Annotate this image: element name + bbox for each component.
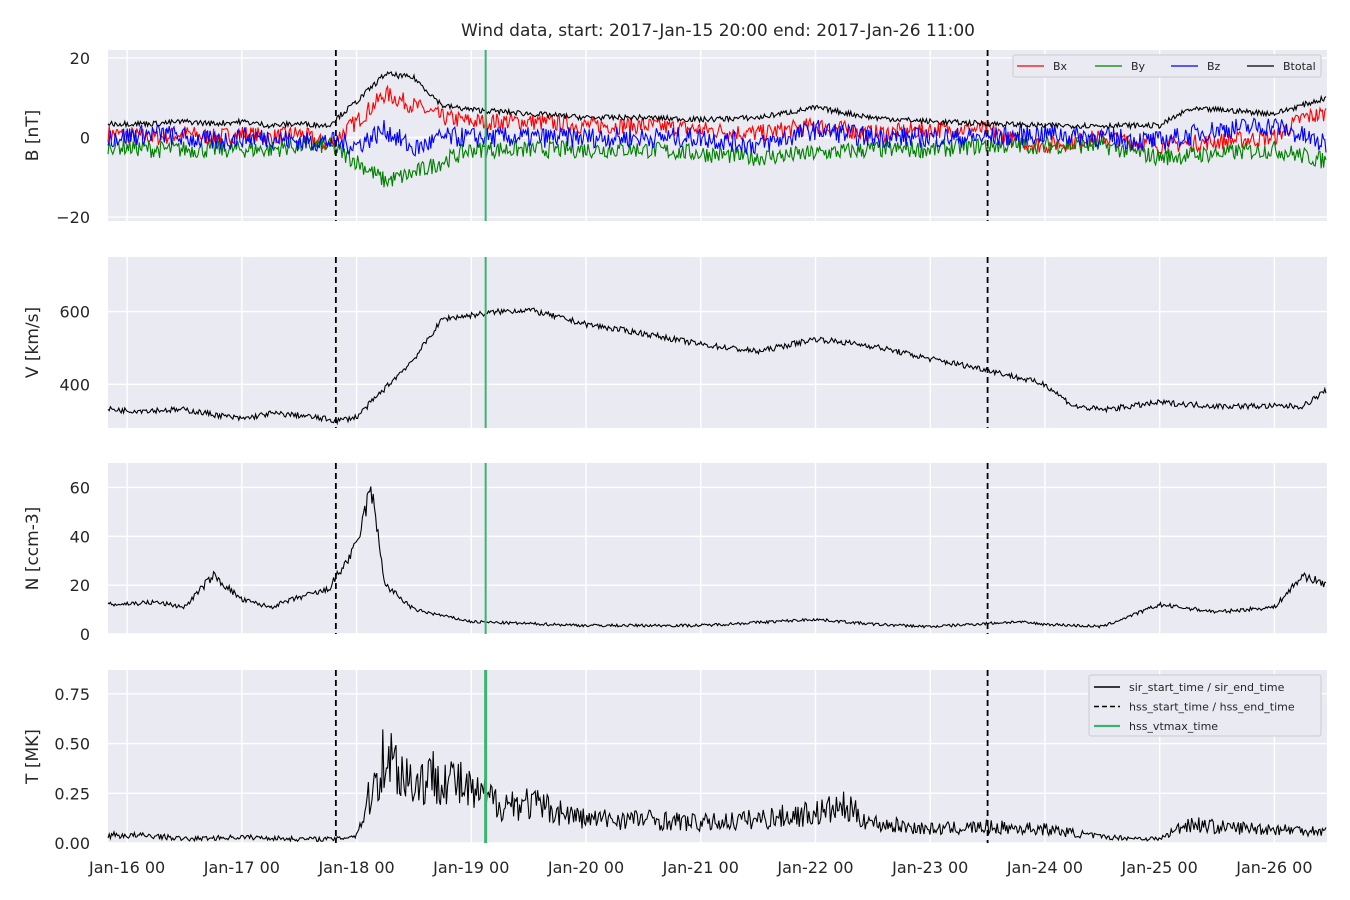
y-axis-label: V [km/s] bbox=[23, 307, 43, 378]
series-line-btotal bbox=[107, 70, 1327, 131]
y-tick-label: 400 bbox=[59, 375, 90, 394]
chart-title: Wind data, start: 2017-Jan-15 20:00 end:… bbox=[461, 21, 975, 41]
y-tick-label: 0.50 bbox=[54, 735, 90, 754]
panel-background bbox=[108, 463, 1327, 634]
y-tick-label: 0 bbox=[80, 128, 90, 147]
y-tick-label: 600 bbox=[59, 303, 90, 322]
y-tick-label: 20 bbox=[70, 576, 90, 595]
y-axis-label: T [MK] bbox=[23, 729, 43, 785]
y-tick-label: 0 bbox=[80, 625, 90, 644]
x-tick-label: Jan-24 00 bbox=[1006, 858, 1083, 877]
y-axis-label: N [ccm-3] bbox=[23, 507, 43, 591]
legend-label: sir_start_time / sir_end_time bbox=[1129, 681, 1285, 694]
x-tick-label: Jan-19 00 bbox=[432, 858, 509, 877]
panel-background bbox=[108, 257, 1327, 428]
legend: Bx By Bz Btotal bbox=[1012, 54, 1322, 78]
series-line-bz bbox=[107, 117, 1327, 157]
legend-label: By bbox=[1131, 60, 1146, 73]
legend-label: Bx bbox=[1053, 60, 1068, 73]
y-tick-label: 0.25 bbox=[54, 784, 90, 803]
series-line-v bbox=[107, 307, 1327, 426]
y-tick-label: 0.75 bbox=[54, 685, 90, 704]
legend-box bbox=[1012, 54, 1322, 78]
panel-1: −20 0 20 B [nT] Bx By Bz Btotal bbox=[23, 49, 1327, 227]
series-line-t bbox=[107, 729, 1327, 843]
legend: sir_start_time / sir_end_time hss_start_t… bbox=[1088, 674, 1322, 737]
y-tick-label: −20 bbox=[56, 208, 90, 227]
legend-label: Btotal bbox=[1283, 60, 1316, 73]
legend-box bbox=[1088, 674, 1322, 737]
series-line-bx bbox=[107, 84, 1327, 155]
y-tick-label: 40 bbox=[70, 527, 90, 546]
series-line-by bbox=[107, 135, 1327, 188]
x-tick-label: Jan-17 00 bbox=[203, 858, 280, 877]
panel-3: 0 20 40 60 N [ccm-3] bbox=[23, 463, 1327, 644]
y-tick-label: 0.00 bbox=[54, 834, 90, 853]
x-tick-label: Jan-21 00 bbox=[662, 858, 739, 877]
legend-label: hss_vtmax_time bbox=[1129, 720, 1218, 733]
y-tick-label: 20 bbox=[70, 49, 90, 68]
x-tick-label: Jan-23 00 bbox=[891, 858, 968, 877]
x-tick-label: Jan-18 00 bbox=[317, 858, 394, 877]
x-tick-label: Jan-16 00 bbox=[88, 858, 165, 877]
x-tick-label: Jan-20 00 bbox=[547, 858, 624, 877]
y-axis-label: B [nT] bbox=[23, 110, 43, 162]
legend-label: Bz bbox=[1207, 60, 1221, 73]
series-line-n bbox=[107, 486, 1327, 629]
x-tick-label: Jan-25 00 bbox=[1121, 858, 1198, 877]
panel-2: 400 600 V [km/s] bbox=[23, 257, 1327, 428]
legend-label: hss_start_time / hss_end_time bbox=[1129, 701, 1295, 714]
panel-4: 0.00 0.25 0.50 0.75 T [MK] sir_start_time / s… bbox=[23, 670, 1327, 877]
x-tick-label: Jan-26 00 bbox=[1235, 858, 1312, 877]
x-tick-label: Jan-22 00 bbox=[776, 858, 853, 877]
y-tick-label: 60 bbox=[70, 478, 90, 497]
